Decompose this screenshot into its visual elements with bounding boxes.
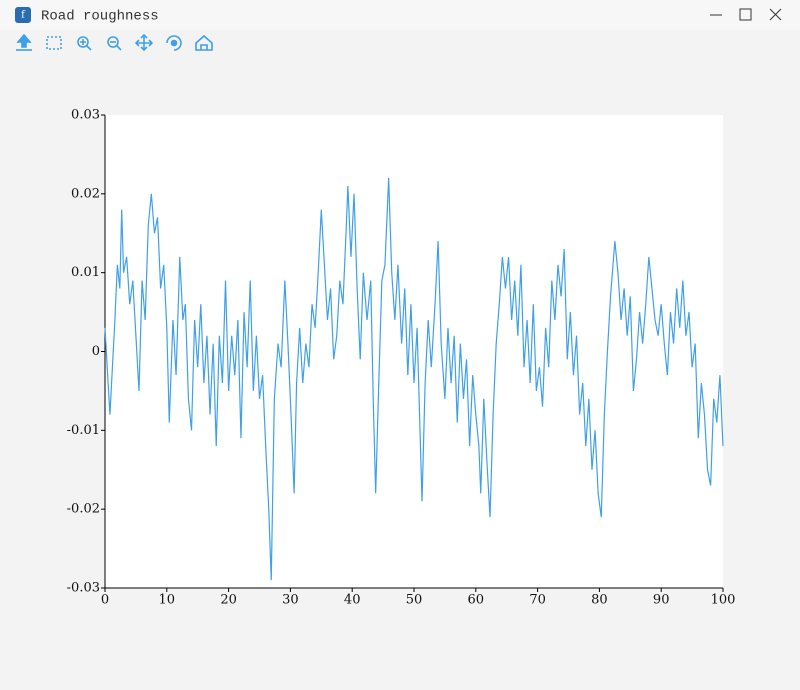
x-tick-label: 10 xyxy=(159,593,176,608)
zoom-out-tool[interactable] xyxy=(107,36,122,51)
home-tool[interactable] xyxy=(195,34,213,51)
zoom-in-tool[interactable] xyxy=(77,36,92,51)
x-tick-label: 40 xyxy=(344,593,361,608)
x-tick-label: 70 xyxy=(529,593,546,608)
save-tool[interactable] xyxy=(16,33,32,51)
data-line xyxy=(104,178,724,581)
x-tick-label: 100 xyxy=(711,593,736,608)
x-tick-label: 80 xyxy=(591,593,608,608)
maximize-button[interactable] xyxy=(739,8,752,21)
x-tick-label: 50 xyxy=(406,593,423,608)
y-tick-label: 0 xyxy=(92,344,100,359)
plot-area xyxy=(105,115,723,588)
app-icon: f xyxy=(15,7,31,23)
y-tick-label: -0.01 xyxy=(67,423,100,438)
title-bar xyxy=(0,0,800,30)
y-tick-label: 0.03 xyxy=(71,108,100,123)
y-tick-label: -0.02 xyxy=(67,502,100,517)
x-tick-label: 60 xyxy=(468,593,485,608)
close-button[interactable] xyxy=(769,8,782,21)
pan-tool[interactable] xyxy=(134,33,154,52)
svg-text:f: f xyxy=(21,10,26,21)
x-tick-label: 20 xyxy=(220,593,237,608)
x-tick-label: 90 xyxy=(653,593,670,608)
y-tick-label: 0.02 xyxy=(71,186,100,201)
window-title: Road roughness xyxy=(41,9,159,25)
reset-tool[interactable] xyxy=(166,35,182,51)
x-tick-label: 30 xyxy=(282,593,299,608)
zoom-box-tool[interactable] xyxy=(46,36,62,50)
y-tick-label: -0.03 xyxy=(67,581,100,596)
x-tick-label: 0 xyxy=(101,593,109,608)
y-tick-label: 0.01 xyxy=(71,265,100,280)
